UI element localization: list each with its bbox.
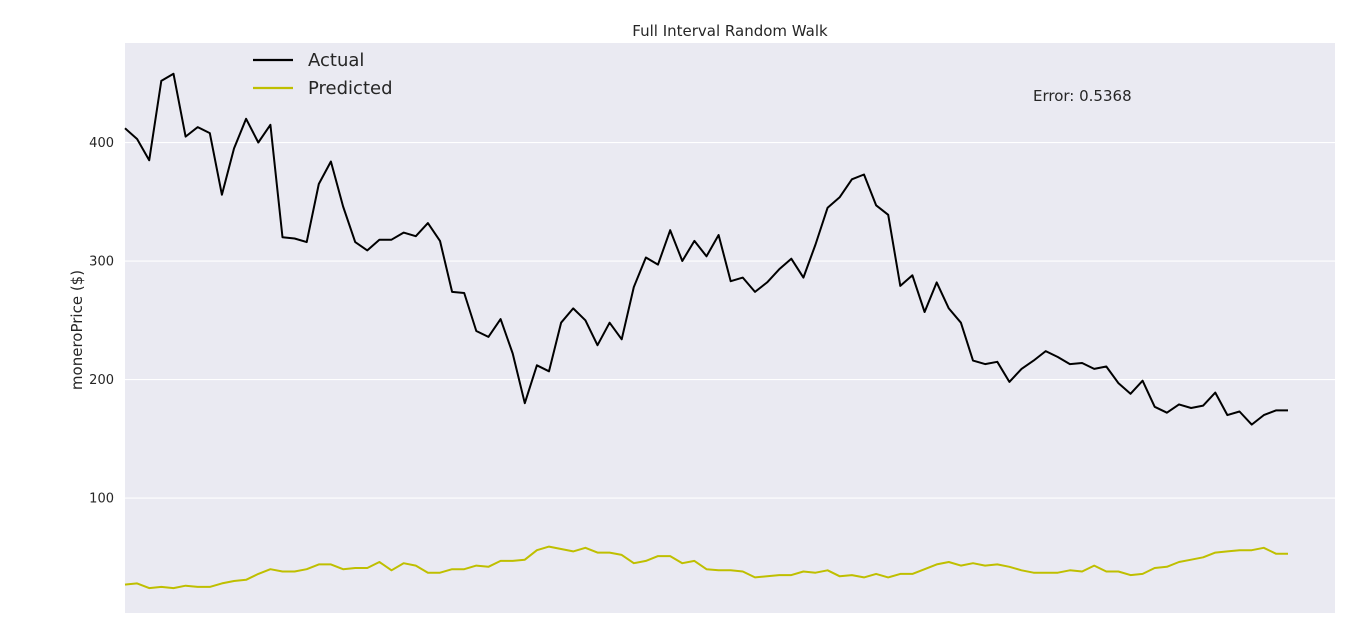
y-tick-label: 400 — [89, 136, 114, 151]
y-tick-label: 300 — [89, 255, 114, 270]
error-annotation: Error: 0.5368 — [1033, 87, 1132, 105]
legend: Actual Predicted — [253, 50, 393, 99]
series-lines — [124, 72, 1288, 590]
series-line-actual — [124, 72, 1288, 426]
legend-label-actual: Actual — [308, 50, 364, 71]
plot-area — [125, 43, 1335, 613]
chart-title: Full Interval Random Walk — [632, 22, 828, 40]
gridlines — [125, 141, 1335, 499]
y-axis-label: moneroPrice ($) — [68, 270, 86, 390]
y-tick-label: 200 — [89, 373, 114, 388]
y-tick-label: 100 — [89, 492, 114, 507]
series-line-predicted — [124, 545, 1288, 590]
y-tick-labels: 100 200 300 400 — [89, 136, 114, 507]
legend-label-predicted: Predicted — [308, 78, 393, 99]
